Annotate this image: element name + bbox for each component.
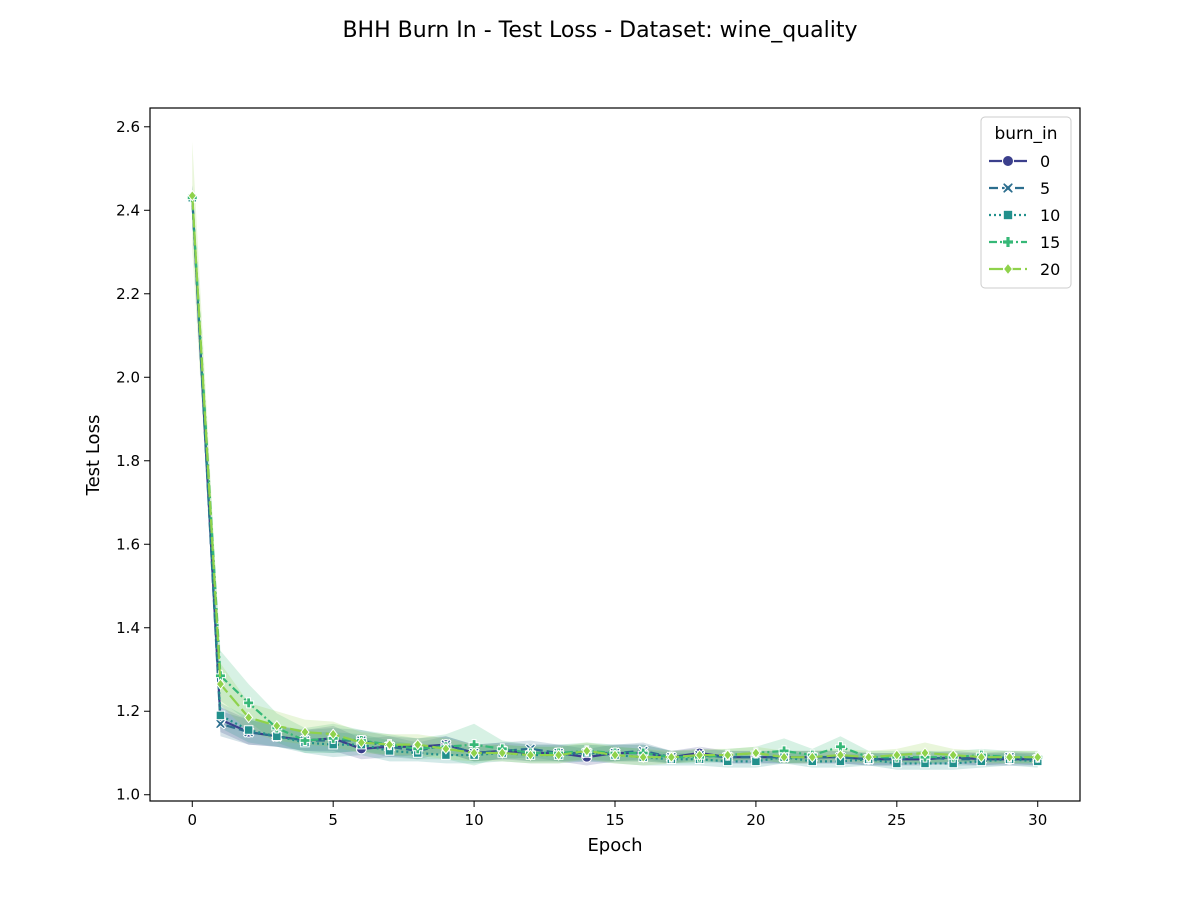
point-series-20-epoch-0: [187, 189, 197, 202]
point-series-20-epoch-17: [666, 751, 677, 763]
x-tick-label-20: 20: [746, 811, 765, 829]
y-axis-label: Test Loss: [83, 415, 104, 497]
point-series-20-epoch-15: [610, 749, 620, 761]
point-series-20-epoch-23: [835, 749, 846, 761]
point-series-20-epoch-4: [300, 726, 310, 738]
x-tick-label-5: 5: [328, 811, 338, 829]
point-series-20-epoch-11: [497, 747, 507, 759]
point-series-20-epoch-27: [948, 749, 958, 761]
y-tick-label-2.2: 2.2: [116, 285, 140, 303]
legend-title: burn_in: [994, 124, 1057, 144]
point-series-20-epoch-24: [863, 751, 874, 763]
y-tick-label-1.8: 1.8: [116, 452, 140, 470]
x-tick-label-30: 30: [1028, 811, 1047, 829]
x-tick-label-0: 0: [187, 811, 197, 829]
point-series-5-epoch-1: [214, 718, 227, 730]
point-series-20-epoch-2: [243, 711, 254, 724]
point-series-10-epoch-1: [215, 710, 226, 721]
point-series-20-epoch-14: [582, 745, 592, 757]
y-tick-label-1.4: 1.4: [116, 619, 140, 637]
point-series-20-epoch-7: [384, 738, 395, 751]
y-tick-label-2.0: 2.0: [116, 368, 140, 386]
legend-label-0: 0: [1040, 152, 1050, 171]
point-series-20-epoch-29: [1004, 751, 1015, 763]
point-series-20-epoch-8: [413, 738, 423, 751]
legend-marker-0: [1002, 155, 1014, 167]
point-series-20-epoch-9: [441, 743, 451, 755]
legend-label-5: 5: [1040, 179, 1050, 198]
legend-label-15: 15: [1040, 233, 1060, 252]
point-series-20-epoch-13: [553, 749, 564, 761]
y-axis: 1.0 1.2 1.4 1.6 1.8 2.0 2.2 2.4 2.6: [116, 118, 150, 804]
point-series-20-epoch-10: [469, 747, 479, 759]
point-series-20-epoch-1: [215, 678, 226, 690]
point-series-20-epoch-12: [525, 749, 536, 761]
y-tick-label-2.6: 2.6: [116, 118, 140, 136]
legend-marker-10: [1002, 209, 1014, 221]
point-series-20-epoch-5: [328, 728, 338, 741]
point-series-15-epoch-4: [299, 734, 311, 746]
point-series-20-epoch-3: [272, 720, 282, 732]
point-series-10-epoch-2: [243, 725, 254, 735]
point-series-20-epoch-25: [892, 749, 902, 761]
point-series-20-epoch-22: [807, 751, 817, 763]
y-tick-label-1.6: 1.6: [116, 535, 140, 553]
y-tick-label-1.2: 1.2: [116, 702, 140, 720]
point-series-15-epoch-2: [243, 697, 255, 709]
point-series-20-epoch-30: [1033, 751, 1043, 763]
x-tick-label-15: 15: [605, 811, 624, 829]
legend-label-20: 20: [1040, 260, 1060, 279]
legend-marker-5: [1001, 181, 1015, 195]
y-tick-label-2.4: 2.4: [116, 201, 140, 219]
x-tick-label-10: 10: [465, 811, 484, 829]
chart-title: BHH Burn In - Test Loss - Dataset: wine_…: [342, 18, 857, 43]
legend: burn_in 0 5 10 15 20: [980, 116, 1072, 289]
point-series-20-epoch-28: [976, 751, 987, 763]
point-series-20-epoch-16: [638, 751, 648, 763]
x-tick-label-25: 25: [887, 811, 906, 829]
x-axis: 0 5 10 15 20 25 30: [187, 801, 1047, 829]
point-series-20-epoch-18: [694, 749, 705, 761]
legend-marker-15: [1002, 236, 1014, 248]
plot-area: [186, 141, 1044, 770]
y-tick-label-1.0: 1.0: [116, 786, 140, 804]
point-series-20-epoch-20: [751, 747, 761, 759]
legend-label-10: 10: [1040, 206, 1060, 225]
legend-marker-20: [1002, 262, 1014, 276]
point-series-20-epoch-19: [723, 749, 733, 761]
point-series-20-epoch-6: [356, 736, 367, 749]
point-series-20-epoch-21: [779, 751, 789, 763]
x-axis-label: Epoch: [587, 835, 642, 856]
point-series-20-epoch-26: [920, 747, 930, 759]
